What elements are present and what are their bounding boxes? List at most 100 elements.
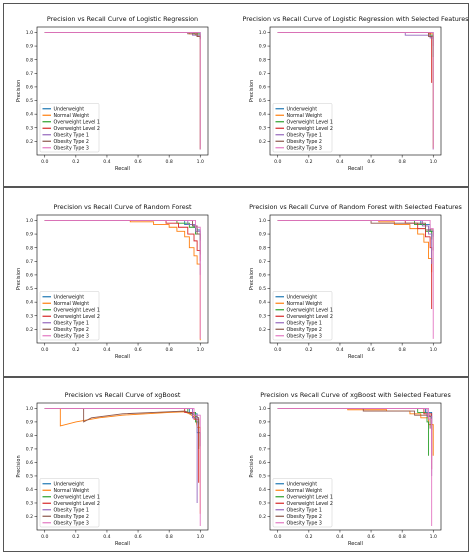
x-tick-label: 1.0 bbox=[197, 347, 204, 353]
series-line-obesity-type-1 bbox=[277, 407, 433, 476]
series-line-overweight-level-1 bbox=[44, 32, 201, 40]
y-tick-label: 1.0 bbox=[259, 218, 266, 224]
y-tick-label: 0.9 bbox=[26, 44, 33, 50]
x-tick-label: 0.2 bbox=[72, 159, 79, 165]
legend-label: Obesity Type 2 bbox=[54, 514, 89, 520]
x-tick-label: 0.0 bbox=[41, 534, 48, 540]
legend-box bbox=[272, 478, 333, 528]
x-axis-label: Recall bbox=[115, 166, 130, 172]
legend-label: Obesity Type 1 bbox=[54, 507, 89, 513]
legend-box bbox=[39, 478, 100, 528]
legend-label: Normal Weight bbox=[54, 113, 90, 119]
x-tick-label: 0.0 bbox=[274, 534, 281, 540]
legend-label: Underweight bbox=[54, 106, 85, 112]
y-tick-label: 0.9 bbox=[259, 232, 266, 238]
y-axis-label: Precision bbox=[16, 455, 22, 477]
legend-label: Overweight Level 2 bbox=[287, 126, 333, 132]
series-line-obesity-type-1 bbox=[277, 32, 434, 39]
y-tick-label: 0.7 bbox=[259, 71, 266, 77]
legend-label: Normal Weight bbox=[54, 488, 90, 494]
legend-label: Underweight bbox=[287, 481, 318, 487]
series-line-obesity-type-3 bbox=[277, 407, 433, 526]
legend-label: Obesity Type 2 bbox=[54, 327, 89, 333]
legend-label: Obesity Type 1 bbox=[287, 320, 322, 326]
x-tick-label: 0.6 bbox=[134, 534, 141, 540]
legend-label: Obesity Type 3 bbox=[54, 333, 89, 339]
x-tick-label: 0.4 bbox=[336, 534, 343, 540]
y-tick-label: 0.8 bbox=[26, 433, 33, 439]
legend-box bbox=[39, 103, 100, 153]
legend-label: Overweight Level 1 bbox=[54, 119, 100, 125]
x-tick-label: 0.8 bbox=[398, 534, 405, 540]
y-tick-label: 0.8 bbox=[259, 433, 266, 439]
plot-area bbox=[44, 32, 201, 150]
x-tick-label: 0.4 bbox=[103, 534, 110, 540]
legend-label: Obesity Type 3 bbox=[54, 520, 89, 526]
y-tick-label: 0.9 bbox=[259, 420, 266, 426]
legend-label: Overweight Level 2 bbox=[54, 314, 100, 320]
y-tick-label: 0.4 bbox=[26, 487, 33, 493]
y-axis-label: Precision bbox=[16, 268, 22, 290]
series-line-overweight-level-2 bbox=[44, 219, 201, 262]
x-tick-label: 1.0 bbox=[430, 347, 437, 353]
series-line-obesity-type-2 bbox=[44, 219, 201, 255]
series-line-overweight-level-1 bbox=[277, 407, 430, 456]
legend-label: Obesity Type 1 bbox=[54, 320, 89, 326]
axes-frame bbox=[269, 402, 442, 531]
y-tick-label: 0.5 bbox=[26, 474, 33, 480]
legend-label: Overweight Level 2 bbox=[54, 501, 100, 507]
y-tick-label: 0.8 bbox=[26, 57, 33, 63]
series-line-normal-weight bbox=[44, 219, 201, 341]
x-tick-label: 0.8 bbox=[165, 159, 172, 165]
y-tick-label: 0.2 bbox=[26, 327, 33, 333]
legend-label: Normal Weight bbox=[54, 301, 90, 307]
y-tick-label: 0.7 bbox=[26, 71, 33, 77]
x-tick-label: 0.0 bbox=[274, 347, 281, 353]
legend-label: Overweight Level 1 bbox=[54, 307, 100, 313]
y-tick-label: 0.6 bbox=[26, 273, 33, 279]
axes-frame bbox=[36, 402, 209, 531]
chart-title: Precision vs Recall Curve of xgBoost bbox=[65, 391, 181, 399]
x-tick-label: 0.4 bbox=[103, 159, 110, 165]
y-tick-label: 0.3 bbox=[26, 125, 33, 131]
plot-area bbox=[44, 219, 201, 341]
y-tick-label: 0.3 bbox=[259, 313, 266, 319]
legend-label: Overweight Level 2 bbox=[54, 126, 100, 132]
legend-label: Obesity Type 2 bbox=[54, 139, 89, 145]
y-tick-label: 0.4 bbox=[26, 112, 33, 118]
legend-label: Obesity Type 2 bbox=[287, 514, 322, 520]
x-tick-label: 0.6 bbox=[367, 159, 374, 165]
series-line-normal-weight bbox=[277, 219, 433, 273]
x-tick-label: 0.8 bbox=[165, 534, 172, 540]
x-tick-label: 1.0 bbox=[197, 159, 204, 165]
series-line-obesity-type-3 bbox=[44, 219, 201, 339]
legend-label: Underweight bbox=[287, 294, 318, 300]
chart-panel-3: Precision vs Recall Curve of Random Fore… bbox=[16, 203, 209, 360]
legend-label: Overweight Level 1 bbox=[54, 494, 100, 500]
plot-area bbox=[277, 407, 434, 526]
legend-label: Normal Weight bbox=[287, 301, 323, 307]
x-tick-label: 0.4 bbox=[336, 159, 343, 165]
x-tick-label: 1.0 bbox=[430, 534, 437, 540]
y-tick-label: 0.3 bbox=[26, 313, 33, 319]
y-tick-label: 0.8 bbox=[26, 245, 33, 251]
y-tick-label: 0.5 bbox=[259, 474, 266, 480]
legend-label: Obesity Type 3 bbox=[287, 145, 322, 151]
plot-area bbox=[277, 219, 434, 339]
legend-box bbox=[272, 103, 333, 153]
y-tick-label: 0.4 bbox=[259, 112, 266, 118]
series-line-overweight-level-1 bbox=[44, 407, 200, 449]
x-tick-label: 1.0 bbox=[197, 534, 204, 540]
y-tick-label: 0.5 bbox=[26, 98, 33, 104]
legend-label: Normal Weight bbox=[287, 488, 323, 494]
chart-panel-5: Precision vs Recall Curve of xgBoost 0.0 0… bbox=[16, 391, 209, 547]
y-tick-label: 0.8 bbox=[259, 57, 266, 63]
y-tick-label: 0.6 bbox=[259, 273, 266, 279]
series-line-obesity-type-1 bbox=[277, 219, 433, 265]
